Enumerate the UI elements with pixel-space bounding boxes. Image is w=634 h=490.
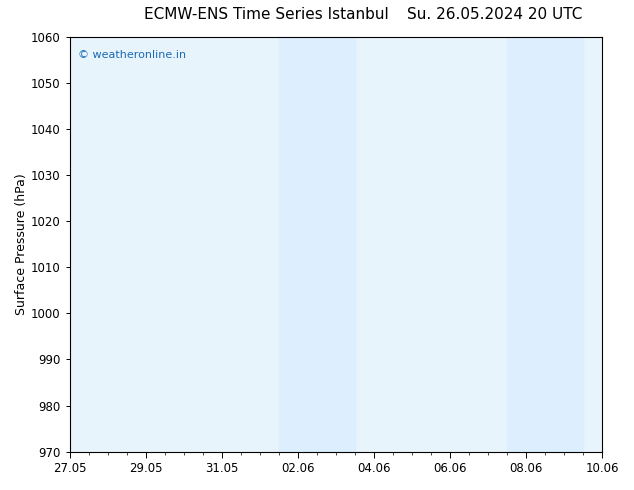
Bar	[279, 37, 355, 452]
Bar	[507, 37, 583, 452]
Text: © weatheronline.in: © weatheronline.in	[77, 49, 186, 60]
Y-axis label: Surface Pressure (hPa): Surface Pressure (hPa)	[15, 173, 28, 315]
Text: ECMW-ENS Time Series Istanbul: ECMW-ENS Time Series Istanbul	[144, 7, 389, 23]
Text: Su. 26.05.2024 20 UTC: Su. 26.05.2024 20 UTC	[407, 7, 582, 23]
